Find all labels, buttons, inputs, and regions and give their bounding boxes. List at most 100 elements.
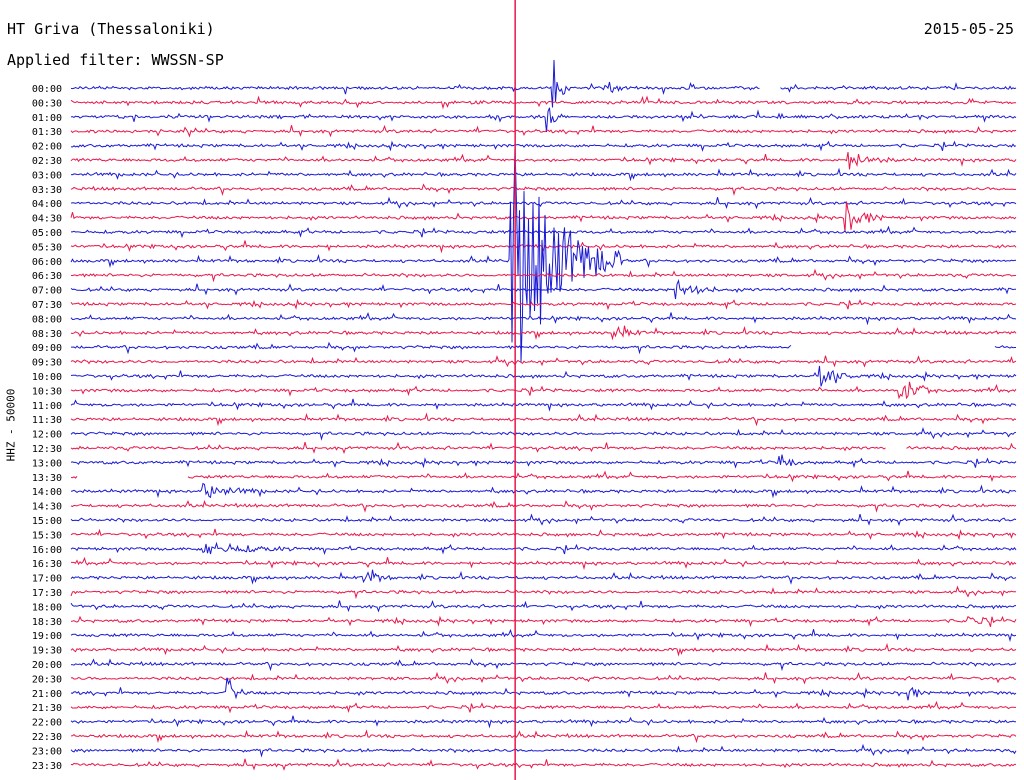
row-label-0500: 05:00	[32, 228, 62, 239]
row-label-0330: 03:30	[32, 185, 62, 196]
row-label-1030: 10:30	[32, 386, 62, 397]
trace-1230	[70, 441, 1017, 455]
trace-0100	[70, 107, 1017, 133]
row-label-2330: 23:30	[32, 761, 62, 772]
row-label-1900: 19:00	[32, 631, 62, 642]
row-label-2200: 22:00	[32, 718, 62, 729]
row-label-2230: 22:30	[32, 732, 62, 743]
trace-0030	[70, 95, 1016, 110]
record-date: 2015-05-25	[923, 20, 1014, 38]
row-label-1630: 16:30	[32, 559, 62, 570]
row-label-1300: 13:00	[32, 458, 62, 469]
trace-1700	[70, 569, 1017, 585]
trace-1900	[70, 628, 1017, 643]
row-label-2300: 23:00	[32, 746, 62, 757]
trace-0630	[70, 268, 1017, 283]
row-label-group: 00:00 00:30 01:00 01:30 02:00 02:30 03:00 03:30…	[32, 84, 62, 772]
trace-1530	[70, 528, 1017, 541]
trace-2000	[70, 658, 1017, 672]
row-label-0800: 08:00	[32, 314, 62, 325]
trace-1500	[70, 513, 1017, 527]
row-label-1700: 17:00	[32, 574, 62, 585]
trace-2100	[70, 677, 1017, 701]
row-label-1830: 18:30	[32, 617, 62, 628]
trace-group	[70, 59, 1017, 771]
trace-1130	[70, 412, 1017, 427]
row-label-0600: 06:00	[32, 257, 62, 268]
row-label-0430: 04:30	[32, 214, 62, 225]
row-label-0530: 05:30	[32, 242, 62, 253]
trace-1930	[70, 642, 1017, 657]
row-label-0700: 07:00	[32, 286, 62, 297]
row-label-0030: 00:30	[32, 98, 62, 109]
trace-1830	[70, 615, 1017, 628]
trace-1600	[70, 541, 1017, 556]
trace-2200	[70, 715, 1017, 729]
row-label-0230: 02:30	[32, 156, 62, 167]
trace-0300	[70, 167, 1017, 182]
station-title: HT Griva (Thessaloniki)	[7, 20, 215, 38]
trace-0430	[70, 201, 1017, 232]
trace-0400	[70, 196, 1017, 210]
row-label-0930: 09:30	[32, 358, 62, 369]
row-label-0630: 06:30	[32, 271, 62, 282]
row-label-1200: 12:00	[32, 430, 62, 441]
row-label-1000: 10:00	[32, 372, 62, 383]
trace-1200	[70, 427, 1017, 441]
trace-1730	[70, 585, 1017, 600]
trace-0200	[70, 140, 1017, 152]
trace-0230	[70, 152, 1017, 170]
row-label-0300: 03:00	[32, 170, 62, 181]
row-label-0000: 00:00	[32, 84, 62, 95]
trace-0000	[70, 59, 1017, 108]
row-label-1430: 14:30	[32, 502, 62, 513]
trace-2130	[70, 700, 1016, 714]
trace-0830	[70, 325, 1017, 341]
trace-1630	[71, 556, 1017, 571]
trace-1300	[70, 454, 1017, 469]
row-label-1530: 15:30	[32, 530, 62, 541]
trace-1100	[70, 398, 1017, 412]
trace-0130	[70, 124, 1017, 138]
row-label-1230: 12:30	[32, 444, 62, 455]
row-label-2000: 20:00	[32, 660, 62, 671]
row-label-1730: 17:30	[32, 588, 62, 599]
trace-2330	[70, 758, 1016, 771]
row-label-1800: 18:00	[32, 602, 62, 613]
trace-0800	[70, 312, 1017, 326]
row-label-0400: 04:00	[32, 199, 62, 210]
trace-0900	[71, 341, 1016, 355]
row-label-0130: 01:30	[32, 127, 62, 138]
trace-0700	[70, 278, 1016, 300]
trace-1330	[70, 470, 1017, 483]
trace-2030	[70, 671, 1017, 685]
trace-1800	[70, 600, 1017, 613]
row-label-1130: 11:30	[32, 415, 62, 426]
trace-1400	[70, 482, 1017, 499]
row-label-0100: 01:00	[32, 113, 62, 124]
row-label-2100: 21:00	[32, 689, 62, 700]
trace-0930	[70, 355, 1017, 368]
row-label-0900: 09:00	[32, 343, 62, 354]
row-label-2030: 20:30	[32, 674, 62, 685]
row-label-1400: 14:00	[32, 487, 62, 498]
row-label-1930: 19:30	[32, 646, 62, 657]
trace-1030	[70, 381, 1017, 400]
row-label-1330: 13:30	[32, 473, 62, 484]
trace-0730	[70, 298, 1017, 311]
trace-2300	[70, 743, 1017, 758]
row-label-0830: 08:30	[32, 329, 62, 340]
trace-1000	[70, 365, 1017, 387]
trace-0330	[70, 183, 1017, 196]
row-label-0730: 07:30	[32, 300, 62, 311]
filter-label: Applied filter: WWSSN-SP	[7, 51, 224, 69]
row-label-1600: 16:00	[32, 545, 62, 556]
row-label-2130: 21:30	[32, 703, 62, 714]
trace-0530	[70, 240, 1017, 254]
trace-2230	[70, 729, 1017, 744]
trace-1430	[70, 499, 1017, 513]
row-label-0200: 02:00	[32, 142, 62, 153]
row-label-1100: 11:00	[32, 401, 62, 412]
